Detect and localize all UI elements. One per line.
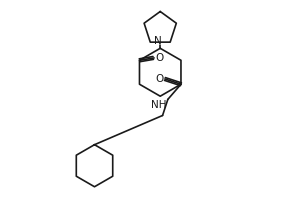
Text: NH: NH — [151, 100, 167, 110]
Text: O: O — [155, 74, 163, 84]
Text: N: N — [154, 36, 162, 46]
Text: O: O — [155, 53, 163, 63]
